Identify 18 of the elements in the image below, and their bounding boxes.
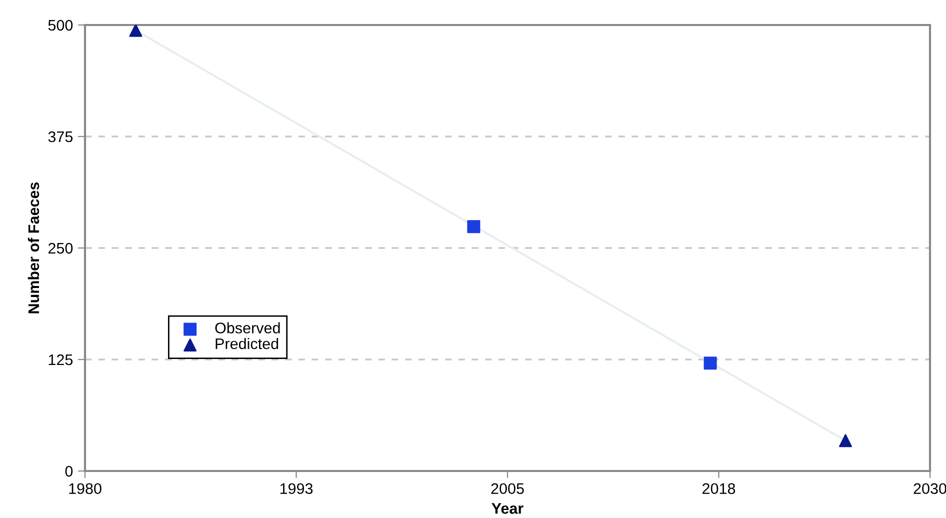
- y-tick-label: 125: [48, 354, 73, 366]
- x-tick-label: 2030: [914, 483, 946, 494]
- y-tick-label: 0: [65, 466, 73, 477]
- y-tick-label: 500: [48, 20, 73, 31]
- y-axis-title: Number of Faeces: [28, 182, 40, 314]
- legend-label: Observed: [215, 322, 280, 334]
- point: [838, 434, 852, 448]
- x-tick-label: 2005: [491, 483, 524, 494]
- point: [467, 220, 480, 234]
- point: [704, 356, 717, 370]
- x-tick-label: 2018: [702, 483, 736, 494]
- legend-label: Predicted: [216, 338, 278, 350]
- point: [129, 25, 142, 37]
- x-tick-label: 1980: [69, 483, 102, 494]
- x-tick-label: 1993: [280, 483, 313, 494]
- y-tick-label: 375: [48, 131, 73, 142]
- x-axis-title: Year: [492, 503, 524, 514]
- y-tick-label: 250: [48, 242, 73, 254]
